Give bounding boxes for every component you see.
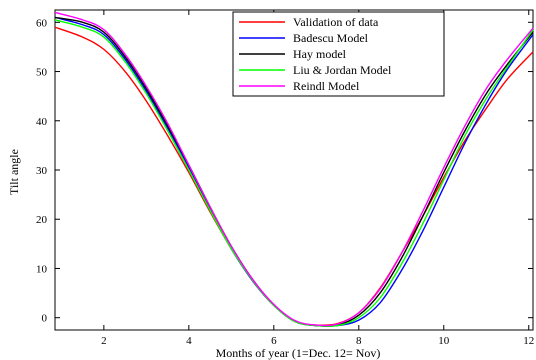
legend-label-reindl-model: Reindl Model <box>293 79 360 93</box>
y-tick-label: 30 <box>36 165 48 177</box>
legend: Validation of data Badescu Model Hay model… <box>232 11 445 97</box>
x-tick-label: 6 <box>271 335 277 347</box>
y-tick-label: 0 <box>42 313 48 325</box>
series-lines <box>54 11 534 328</box>
x-tick-label: 8 <box>356 335 362 347</box>
y-tick-label: 50 <box>36 67 48 79</box>
x-tick-label: 12 <box>523 335 534 347</box>
legend-label-validation-of-data: Validation of data <box>293 15 379 29</box>
x-tick-label: 2 <box>101 335 107 347</box>
legend-label-badescu-model: Badescu Model <box>293 31 369 45</box>
x-tick-label: 4 <box>186 335 192 347</box>
legend-label-hay-model: Hay model <box>293 47 347 61</box>
y-tick-label: 10 <box>36 263 48 275</box>
y-tick-label: 40 <box>36 116 48 128</box>
y-tick-label: 60 <box>36 17 48 29</box>
y-axis-label: Tilt angle <box>7 149 21 195</box>
tick-labels: 2 4 6 8 10 12 0 10 20 30 40 50 60 <box>36 17 534 347</box>
x-axis-label: Months of year (1=Dec. 12= Nov) <box>216 346 381 360</box>
legend-label-liu-jordan-model: Liu & Jordan Model <box>293 63 392 77</box>
series-line-liu-jordan-model <box>54 19 534 328</box>
y-tick-label: 20 <box>36 214 48 226</box>
series-line-reindl-model <box>54 11 534 327</box>
x-tick-label: 10 <box>438 335 450 347</box>
